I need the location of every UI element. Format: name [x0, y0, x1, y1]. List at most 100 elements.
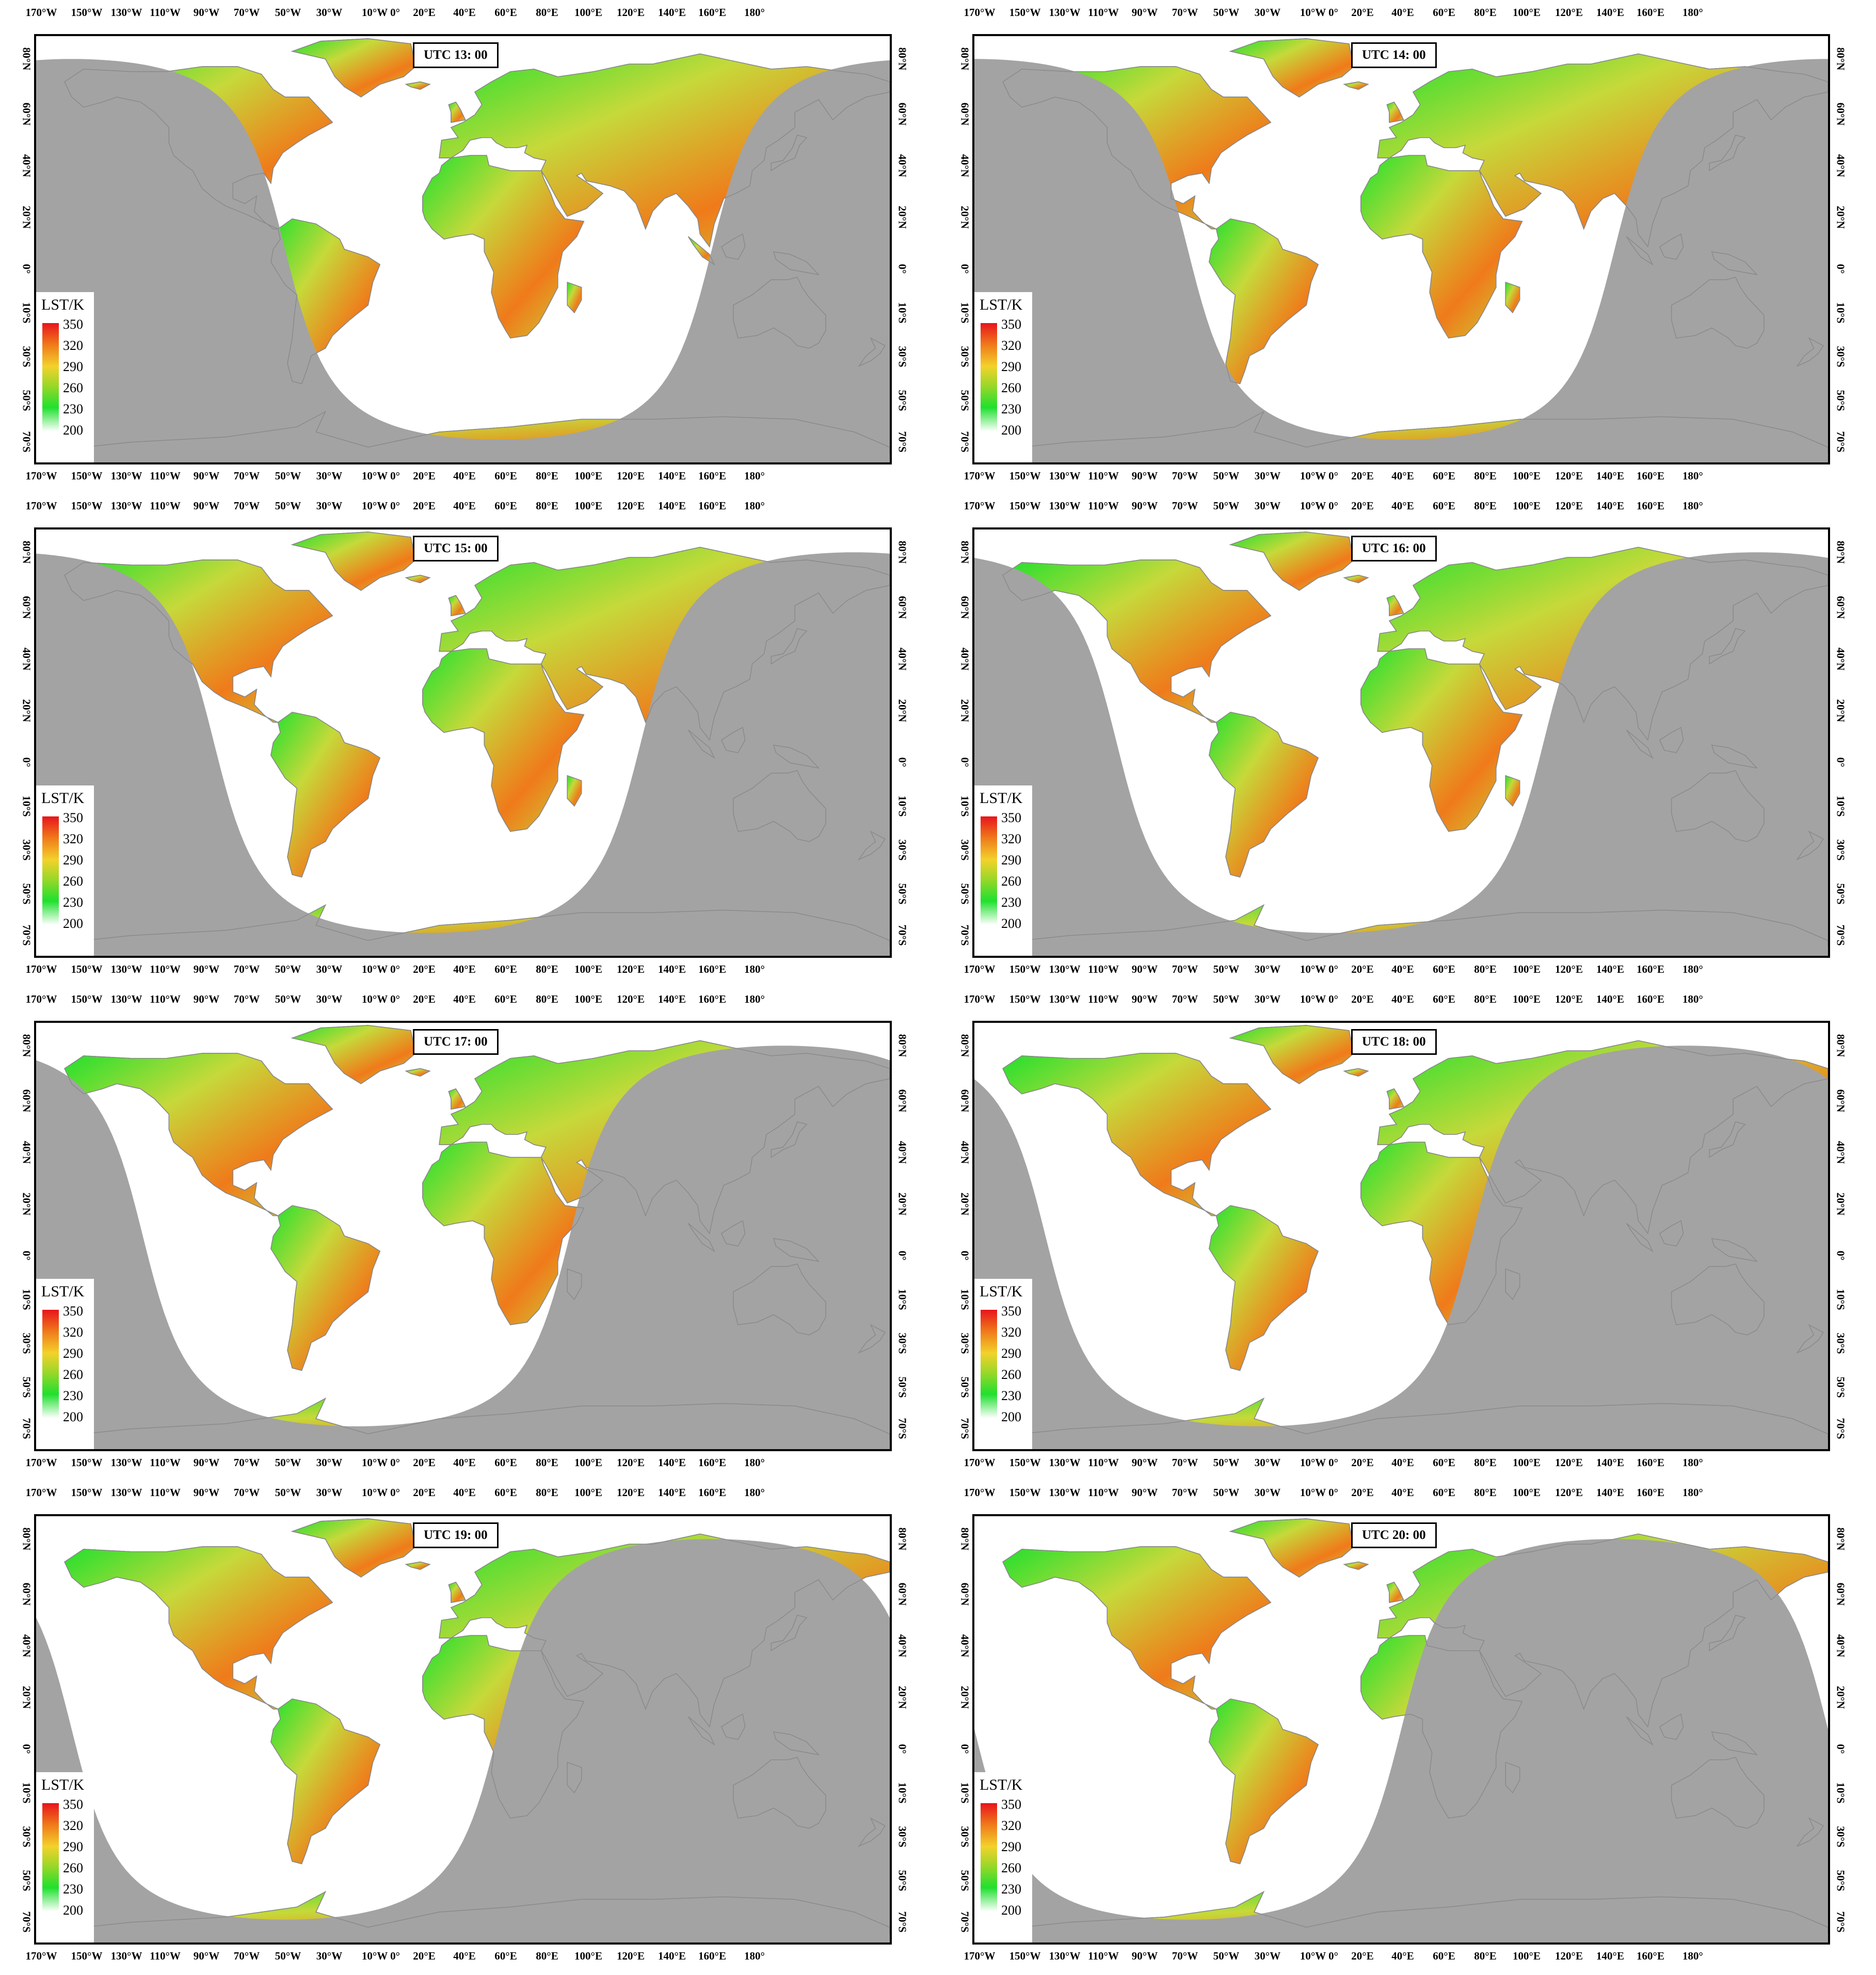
longitude-tick-label: 110°W [150, 1486, 181, 1499]
colorbar-legend: LST/K 350 320 290 260 230 200 [974, 1772, 1032, 1942]
coastline-eurasia [1377, 547, 1828, 741]
longitude-axis-top: 170°W 150°W 130°W 110°W 90°W 70°W 50°W 30°W 10°W… [0, 500, 938, 515]
latitude-tick-label: 30°S [20, 1826, 33, 1848]
latitude-tick-label: 60°N [1834, 1582, 1847, 1606]
longitude-tick-label: 170°W [964, 6, 996, 19]
longitude-tick-label: 10°W 0° [1300, 993, 1339, 1005]
latitude-tick-label: 20°N [896, 699, 909, 722]
latitude-tick-label: 40°N [1834, 154, 1847, 178]
longitude-tick-label: 150°W [1009, 6, 1041, 19]
latitude-tick-label: 70°S [1834, 431, 1847, 453]
longitude-tick-label: 20°E [1351, 963, 1374, 975]
land-south-america [270, 1698, 381, 1865]
latitude-tick-label: 0° [1834, 264, 1847, 274]
latitude-tick-label: 60°N [958, 102, 971, 126]
coastline-uk [1386, 1088, 1404, 1110]
latitude-tick-label: 30°S [20, 1332, 33, 1354]
coastline-borneo [1659, 727, 1684, 753]
latitude-tick-label: 50°S [958, 1870, 971, 1891]
latitude-tick-label: 50°S [1834, 1376, 1847, 1398]
longitude-tick-label: 30°W [316, 6, 343, 19]
longitude-tick-label: 180° [1682, 470, 1703, 482]
coastline-uk [448, 595, 466, 617]
longitude-tick-label: 70°W [233, 993, 260, 1005]
coastline-north-america [64, 559, 333, 723]
longitude-tick-label: 40°E [1391, 6, 1414, 19]
latitude-tick-label: 30°S [958, 1332, 971, 1354]
latitude-tick-label: 30°S [1834, 839, 1847, 861]
coastline-japan [1709, 134, 1746, 171]
panel-title: UTC 14: 00 [1351, 42, 1437, 68]
longitude-tick-label: 120°E [1555, 470, 1583, 482]
longitude-tick-label: 40°E [1391, 500, 1414, 512]
coastline-antarctica [36, 1397, 890, 1449]
lst-map [36, 1025, 890, 1449]
latitude-tick-label: 20°N [958, 1685, 971, 1709]
longitude-tick-label: 60°E [494, 993, 517, 1005]
longitude-tick-label: 20°E [413, 963, 436, 975]
latitude-tick-label: 70°S [20, 431, 33, 453]
longitude-tick-label: 10°W 0° [1300, 1950, 1339, 1962]
legend-title: LST/K [980, 296, 1023, 313]
longitude-tick-label: 110°W [1088, 470, 1119, 482]
coastline-borneo [720, 1713, 746, 1740]
coastline-japan [1709, 628, 1746, 665]
coastline-new-guinea [1711, 744, 1758, 769]
latitude-tick-label: 30°S [896, 1332, 909, 1354]
coastline-japan [1709, 1614, 1746, 1651]
longitude-tick-label: 60°E [1433, 1950, 1455, 1962]
coastline-africa [1360, 155, 1523, 339]
longitude-tick-label: 110°W [1088, 1486, 1119, 1499]
longitude-tick-label: 80°E [1474, 1950, 1497, 1962]
land-iceland [405, 1068, 431, 1077]
latitude-tick-label: 20°N [20, 699, 33, 722]
panel-title: UTC 16: 00 [1351, 536, 1437, 561]
latitude-tick-label: 80°N [1834, 1034, 1847, 1057]
legend-title: LST/K [41, 296, 85, 313]
coastline-australia [1671, 1757, 1765, 1829]
map-panel: 170°W 150°W 130°W 110°W 90°W 70°W 50°W 30°W 10°W… [0, 493, 938, 987]
longitude-tick-label: 30°W [1254, 1456, 1281, 1469]
antarctic-strip [974, 946, 1828, 956]
coastline-madagascar [567, 1268, 582, 1300]
coastline-iceland [1343, 81, 1369, 90]
antarctic-strip [36, 453, 890, 462]
antarctic-strip [36, 1933, 890, 1942]
land-greenland [291, 532, 416, 591]
coastline-borneo [1659, 1220, 1684, 1247]
longitude-tick-label: 30°W [316, 470, 343, 482]
land-iceland [405, 81, 431, 90]
map-panel: 170°W 150°W 130°W 110°W 90°W 70°W 50°W 30°W 10°W… [0, 1480, 938, 1973]
longitude-tick-label: 100°E [574, 6, 602, 19]
land-greenland [291, 1025, 416, 1084]
latitude-tick-label: 50°S [20, 1376, 33, 1398]
coastline-south-america [270, 1205, 381, 1371]
longitude-tick-label: 180° [1682, 6, 1703, 19]
longitude-tick-label: 50°W [275, 500, 301, 512]
latitude-tick-label: 30°S [1834, 1826, 1847, 1848]
coastline-uk [1386, 101, 1404, 123]
longitude-tick-label: 180° [1682, 500, 1703, 512]
longitude-tick-label: 100°E [1513, 500, 1541, 512]
longitude-tick-label: 20°E [413, 1456, 436, 1469]
longitude-tick-label: 180° [1682, 1456, 1703, 1469]
longitude-tick-label: 10°W 0° [1300, 500, 1339, 512]
longitude-axis-bottom: 170°W 150°W 130°W 110°W 90°W 70°W 50°W 30°W 10°W… [938, 1950, 1876, 1965]
latitude-tick-label: 0° [958, 1744, 971, 1754]
coastline-new-zealand [858, 1817, 886, 1847]
latitude-tick-label: 40°N [896, 1634, 909, 1658]
latitude-tick-label: 50°S [20, 883, 33, 905]
latitude-tick-label: 0° [958, 1250, 971, 1261]
longitude-tick-label: 120°E [1555, 963, 1583, 975]
longitude-tick-label: 90°W [193, 1456, 220, 1469]
longitude-tick-label: 150°W [1009, 1456, 1041, 1469]
longitude-tick-label: 160°E [698, 6, 726, 19]
latitude-tick-label: 70°S [958, 1418, 971, 1439]
coastline-iceland [405, 1068, 431, 1077]
longitude-tick-label: 150°W [71, 993, 103, 1005]
latitude-axis-left: 80°N 60°N 40°N 20°N 0° 10°S 30°S 50°S 70°S [957, 34, 972, 462]
longitude-tick-label: 120°E [617, 470, 645, 482]
longitude-tick-label: 70°W [233, 1950, 260, 1962]
land-south-america [1209, 218, 1319, 384]
coastline-madagascar [1505, 1268, 1520, 1300]
